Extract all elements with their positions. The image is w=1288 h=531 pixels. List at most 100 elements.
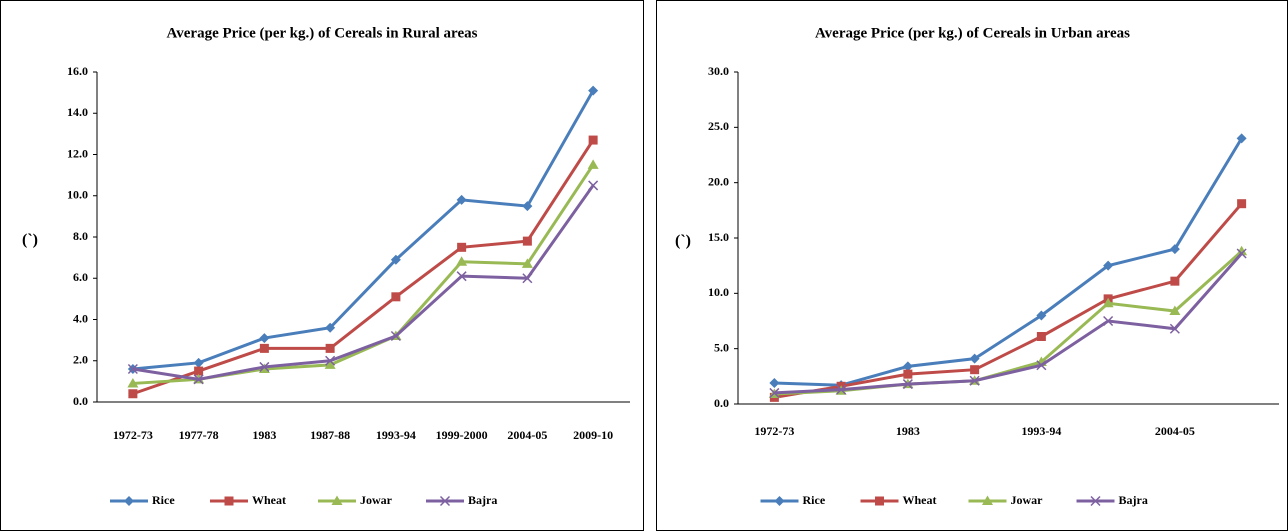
data-point bbox=[194, 366, 204, 376]
legend-label: Jowar bbox=[1011, 493, 1044, 507]
data-point bbox=[325, 322, 336, 333]
data-point bbox=[1036, 360, 1047, 371]
y-tick-label: 15.0 bbox=[708, 230, 729, 244]
x-tick-label: 1993-94 bbox=[1021, 424, 1061, 438]
x-tick-label: 1972-73 bbox=[113, 428, 153, 442]
y-tick-label: 20.0 bbox=[708, 174, 729, 188]
legend-label: Wheat bbox=[252, 493, 286, 507]
legend-label: Bajra bbox=[468, 493, 497, 507]
data-point bbox=[193, 357, 204, 368]
data-point bbox=[259, 361, 270, 372]
data-point bbox=[127, 377, 139, 388]
y-tick-label: 5.0 bbox=[714, 340, 729, 354]
y-tick-label: 0.0 bbox=[714, 396, 729, 410]
legend-label: Wheat bbox=[903, 493, 937, 507]
x-tick-label: 1993-94 bbox=[376, 428, 416, 442]
chart-title: Average Price (per kg.) of Cereals in Ru… bbox=[167, 25, 478, 41]
data-point bbox=[521, 258, 533, 268]
data-point bbox=[456, 271, 467, 282]
y-tick-label: 4.0 bbox=[73, 311, 88, 325]
y-tick-label: 16.0 bbox=[67, 64, 88, 78]
y-tick-label: 10.0 bbox=[67, 188, 88, 202]
data-point bbox=[588, 135, 598, 145]
data-point bbox=[522, 273, 533, 284]
x-tick-label: 2004-05 bbox=[507, 428, 547, 442]
y-tick-label: 10.0 bbox=[708, 285, 729, 299]
y-tick-label: 14.0 bbox=[67, 105, 88, 119]
x-tick-label: 2009-10 bbox=[573, 428, 613, 442]
data-point bbox=[193, 374, 204, 385]
data-point bbox=[325, 343, 335, 353]
legend-marker bbox=[439, 495, 451, 507]
data-point bbox=[457, 242, 467, 252]
series-line bbox=[132, 139, 595, 396]
panel-frame bbox=[656, 0, 1288, 531]
data-point bbox=[1170, 276, 1180, 286]
y-tick-label: 6.0 bbox=[73, 270, 88, 284]
legend-label: Rice bbox=[152, 493, 175, 507]
data-point bbox=[1103, 260, 1114, 271]
data-point bbox=[259, 343, 269, 353]
series-line bbox=[132, 184, 595, 381]
series-line bbox=[132, 89, 595, 371]
y-tick-label: 30.0 bbox=[708, 64, 729, 78]
data-point bbox=[1236, 245, 1248, 256]
legend-marker bbox=[124, 496, 134, 506]
data-point bbox=[390, 330, 401, 342]
chart-title: Average Price (per kg.) of Cereals in Ur… bbox=[815, 25, 1130, 41]
data-point bbox=[769, 387, 780, 398]
y-tick-label: 25.0 bbox=[708, 119, 729, 133]
legend-marker bbox=[982, 495, 993, 505]
data-point bbox=[259, 333, 270, 344]
legend-marker bbox=[774, 496, 785, 506]
x-tick-label: 1977-78 bbox=[179, 428, 219, 442]
data-point bbox=[769, 377, 780, 388]
data-point bbox=[1236, 133, 1247, 144]
data-point bbox=[836, 384, 847, 395]
y-tick-label: 8.0 bbox=[73, 229, 88, 243]
data-point bbox=[325, 355, 336, 366]
x-tick-label: 1983 bbox=[252, 428, 276, 442]
data-point bbox=[588, 85, 599, 96]
data-point bbox=[1036, 331, 1046, 341]
data-point bbox=[1169, 244, 1180, 255]
y-axis-label: (`) bbox=[675, 233, 691, 250]
x-tick-label: 1999-2000 bbox=[436, 428, 488, 442]
data-point bbox=[587, 159, 599, 169]
data-point bbox=[456, 194, 467, 205]
data-point bbox=[390, 254, 401, 265]
data-point bbox=[456, 256, 468, 266]
data-point bbox=[1102, 297, 1114, 308]
legend-marker bbox=[875, 496, 884, 506]
data-point bbox=[970, 365, 980, 375]
data-point bbox=[902, 379, 913, 390]
data-point bbox=[903, 369, 913, 379]
series-line bbox=[774, 252, 1243, 395]
data-point bbox=[522, 201, 533, 212]
data-point bbox=[128, 389, 138, 399]
x-tick-label: 1972-73 bbox=[754, 424, 794, 438]
legend-marker bbox=[224, 496, 234, 506]
legend-label: Bajra bbox=[1119, 493, 1148, 507]
data-point bbox=[902, 361, 913, 372]
legend-label: Rice bbox=[803, 493, 826, 507]
x-tick-label: 2004-05 bbox=[1155, 424, 1195, 438]
y-tick-label: 12.0 bbox=[67, 146, 88, 160]
data-point bbox=[1036, 310, 1047, 321]
data-point bbox=[127, 363, 138, 375]
series-line bbox=[774, 137, 1243, 387]
data-point bbox=[1237, 199, 1247, 209]
y-axis-label: (`) bbox=[22, 232, 38, 249]
data-point bbox=[391, 292, 401, 302]
x-tick-label: 1987-88 bbox=[310, 428, 350, 442]
data-point bbox=[522, 236, 532, 246]
data-point bbox=[969, 353, 980, 364]
data-point bbox=[1169, 305, 1181, 316]
series-line bbox=[774, 202, 1243, 399]
x-tick-label: 1983 bbox=[896, 424, 920, 438]
data-point bbox=[588, 180, 599, 191]
data-point bbox=[324, 359, 336, 369]
legend-marker bbox=[1090, 495, 1101, 507]
data-point bbox=[969, 375, 980, 386]
